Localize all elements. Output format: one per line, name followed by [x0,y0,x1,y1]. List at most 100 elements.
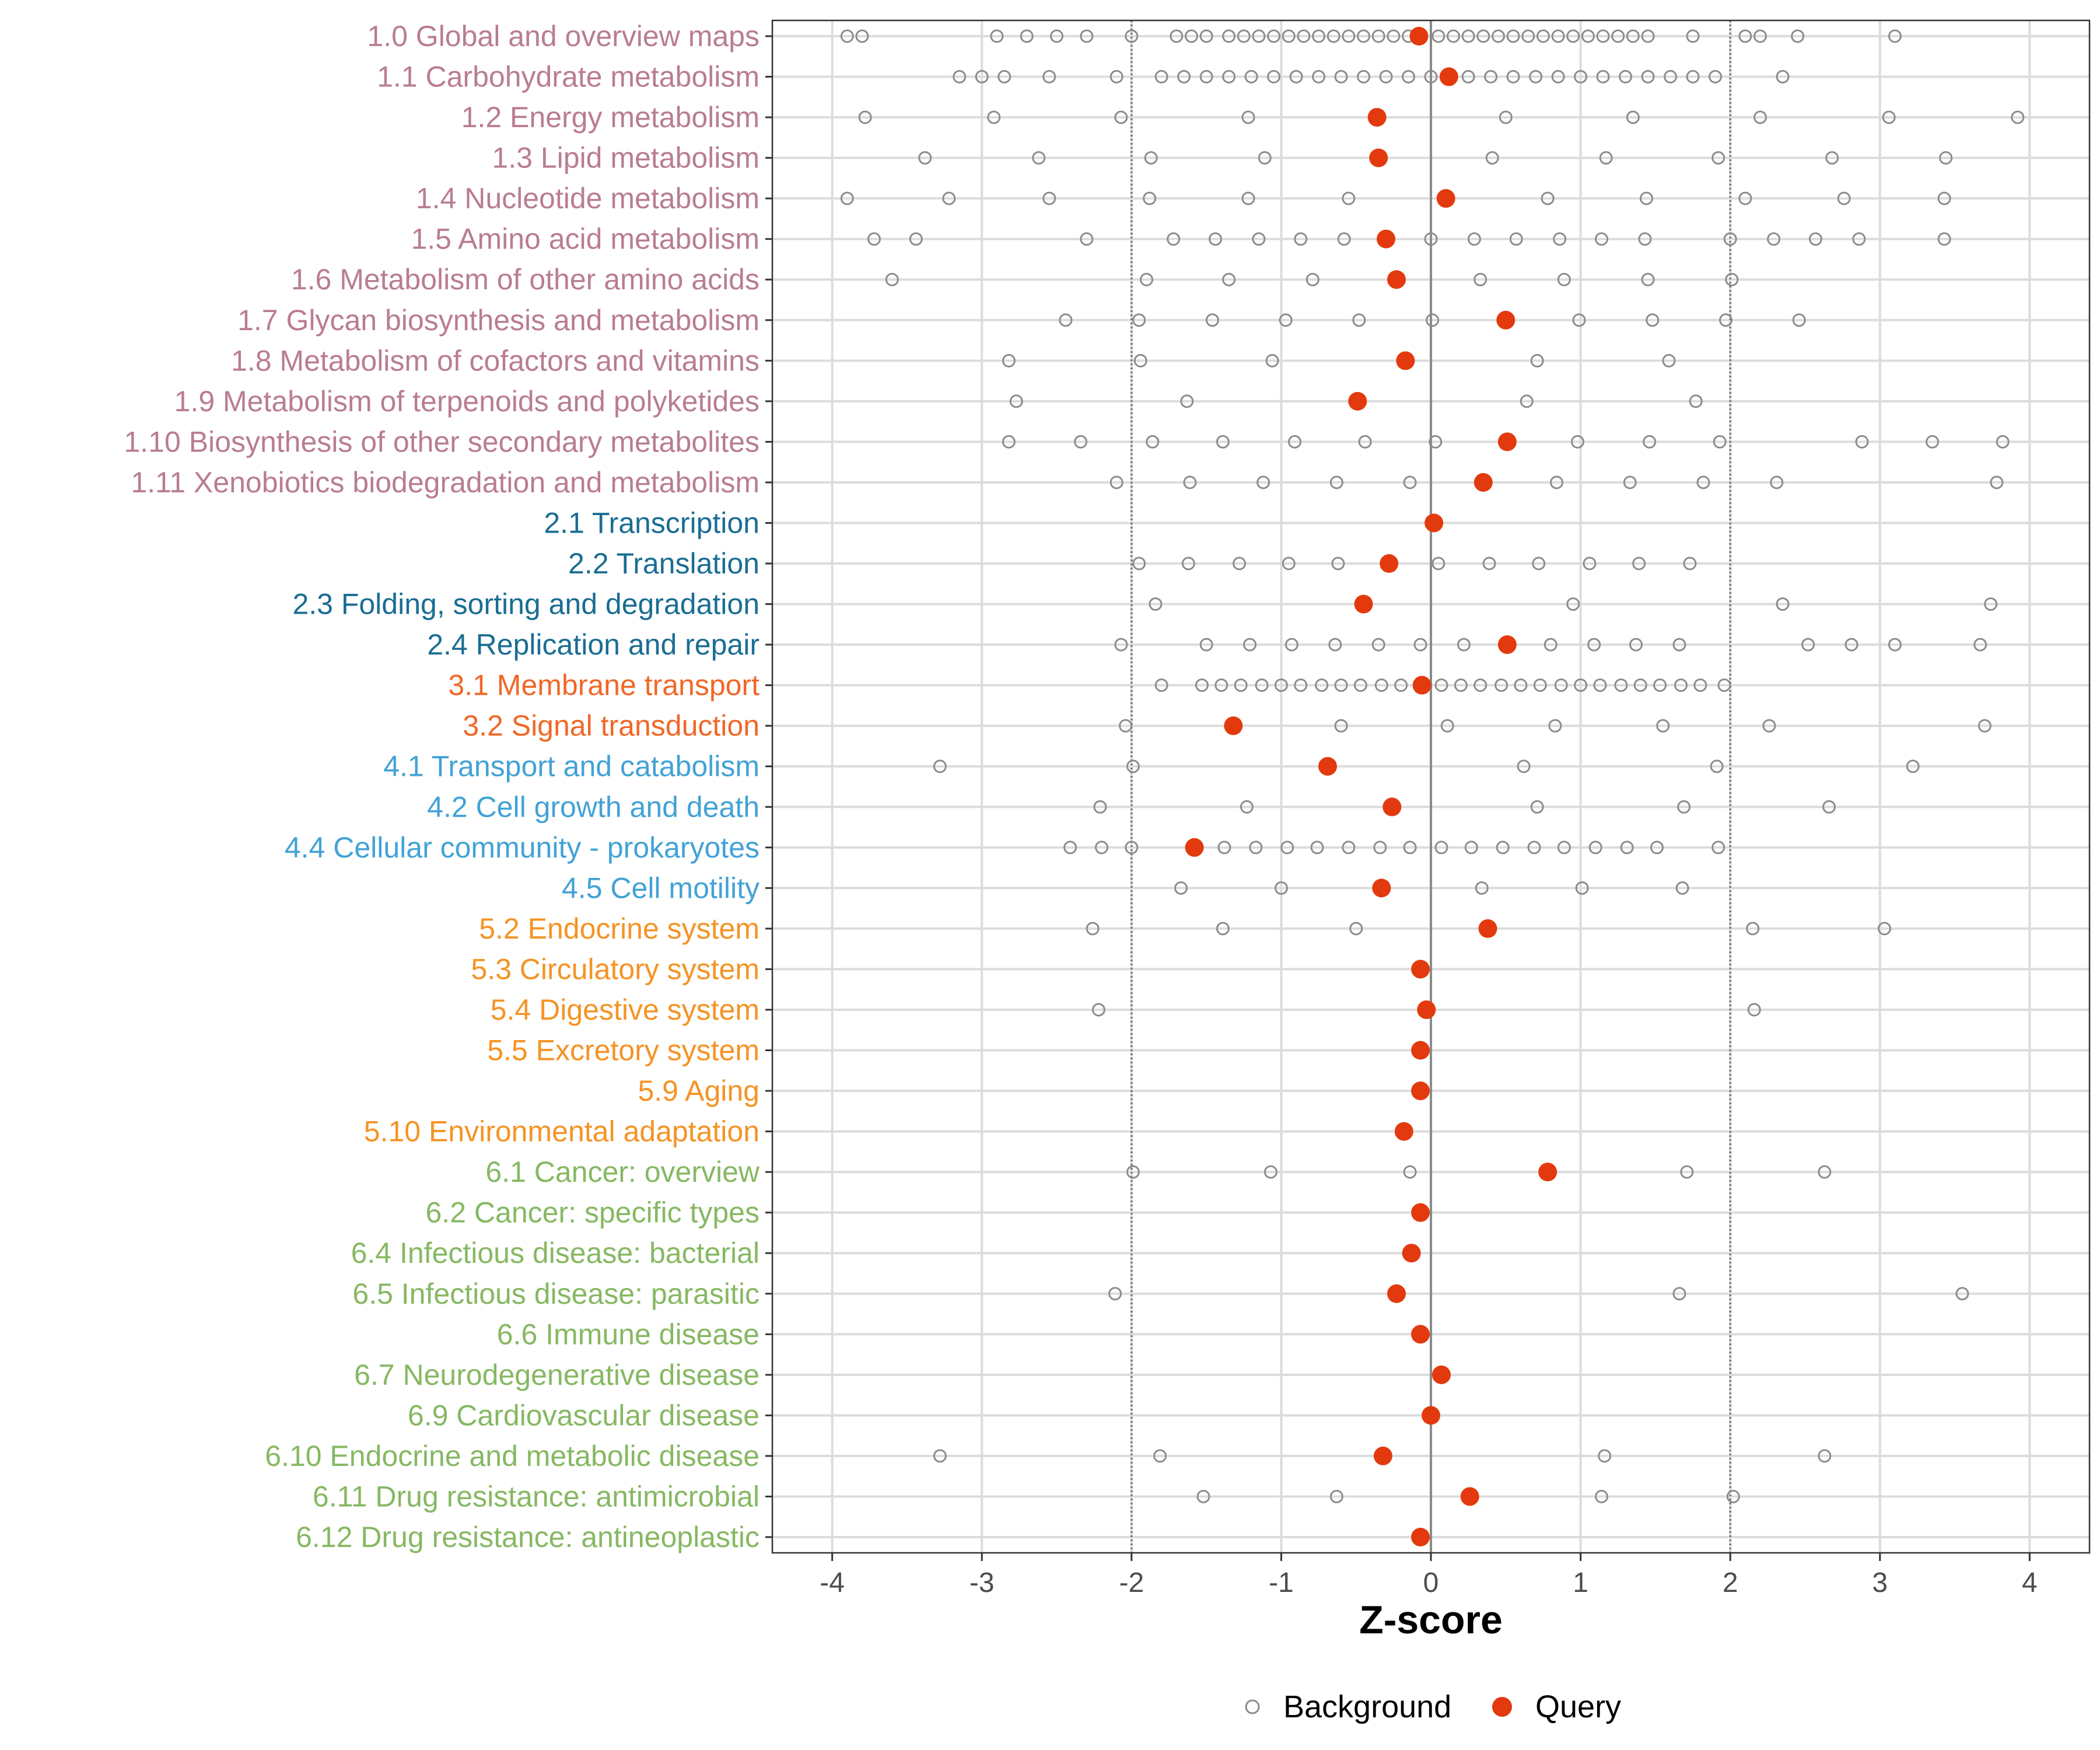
background-point [1574,678,1588,692]
background-point [987,110,1001,124]
background-point [1529,70,1543,84]
background-point [1619,70,1633,84]
query-points [1185,27,1558,1546]
background-point [1937,232,1951,246]
category-label: 1.9 Metabolism of terpenoids and polyket… [174,385,760,418]
background-point [1394,678,1408,692]
background-point [1217,841,1231,855]
background-point [953,70,967,84]
background-point [1776,597,1790,611]
background-point [1403,841,1417,855]
background-point [1596,29,1610,43]
background-point [1143,191,1157,205]
background-point [1709,70,1723,84]
query-point [1377,229,1396,249]
background-point [1506,70,1520,84]
background-point [1725,272,1739,286]
background-point [1424,232,1438,246]
background-points [840,29,2025,1503]
background-point [918,151,932,165]
background-point [1358,435,1372,449]
background-point [1432,29,1446,43]
background-point [840,29,854,43]
background-point [1258,151,1272,165]
query-point [1424,513,1444,533]
query-point [1402,1244,1421,1263]
background-point [1267,70,1281,84]
background-point [1551,29,1565,43]
background-point [1822,800,1836,814]
background-point [1237,29,1251,43]
background-point [1284,638,1298,652]
background-point [1146,435,1160,449]
background-point [1337,232,1351,246]
background-point [1199,29,1213,43]
background-point [1614,678,1628,692]
query-point [1411,1041,1430,1060]
background-point [1541,191,1555,205]
background-point [1566,29,1580,43]
background-point [1177,70,1191,84]
category-label: 5.4 Digestive system [491,993,760,1026]
query-point [1411,1082,1430,1101]
background-point [1244,70,1258,84]
background-point [1434,678,1448,692]
background-point [1440,719,1454,733]
query-point [1380,554,1399,573]
legend-marker-background [1245,1699,1260,1714]
background-point [1334,678,1348,692]
x-tick-label: -3 [970,1567,995,1598]
x-tick-label: 0 [1423,1567,1439,1598]
category-label: 6.7 Neurodegenerative disease [354,1359,760,1391]
query-point [1396,351,1415,370]
background-point [1544,638,1558,652]
background-point [1599,151,1613,165]
background-point [1255,678,1269,692]
background-point [1216,435,1230,449]
category-label: 1.0 Global and overview maps [367,20,760,52]
background-point [1595,232,1609,246]
background-point [1718,313,1732,327]
background-point [1672,638,1686,652]
category-label: 2.4 Replication and repair [427,628,760,661]
background-point [1527,841,1541,855]
background-point [1855,435,1869,449]
background-point [1256,475,1270,489]
background-point [1689,394,1703,408]
query-point [1432,1365,1451,1384]
background-point [1776,70,1790,84]
category-label: 4.5 Cell motility [562,872,760,904]
background-point [1530,800,1544,814]
category-label: 5.5 Excretory system [487,1034,760,1067]
background-point [998,70,1012,84]
background-point [942,191,956,205]
background-point [1357,70,1371,84]
background-point [1312,29,1326,43]
background-point [1570,435,1584,449]
background-point [1882,110,1896,124]
background-point [1274,678,1288,692]
background-point [1514,678,1528,692]
background-point [1738,191,1752,205]
background-point [1329,475,1343,489]
category-label: 6.4 Infectious disease: bacterial [351,1237,760,1269]
background-point [1279,313,1293,327]
background-point [1180,394,1194,408]
background-point [1139,272,1153,286]
background-point [1424,70,1438,84]
background-point [975,70,989,84]
background-point [1288,435,1302,449]
background-point [1264,1165,1278,1179]
background-point [1222,272,1236,286]
background-point [1767,232,1781,246]
background-point [1726,1489,1740,1503]
background-point [1593,678,1607,692]
background-point [1183,475,1197,489]
background-point [1536,29,1550,43]
category-label: 1.1 Carbohydrate metabolism [377,61,760,93]
background-point [1566,597,1580,611]
category-label: 2.2 Translation [568,547,760,580]
background-point [1955,1287,1969,1301]
background-point [1252,29,1266,43]
